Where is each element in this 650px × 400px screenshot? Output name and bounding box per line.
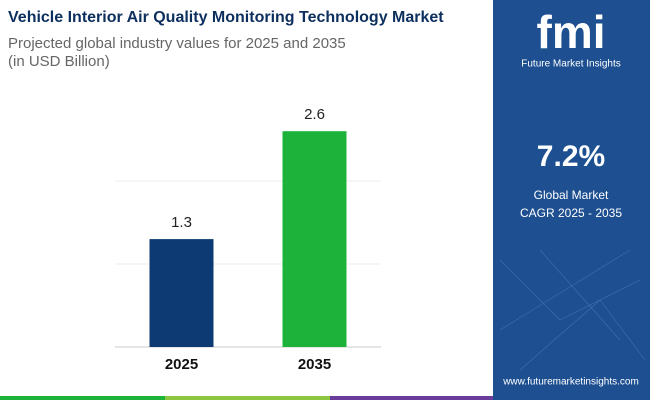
brand-name: Future Market Insights [521,59,620,70]
chart-subtitle: (in USD Billion) [8,53,110,70]
footer-strip [493,396,650,400]
website: www.futuremarketinsights.com [502,377,639,388]
x-tick-label: 2035 [298,356,331,373]
cagr-value: 7.2% [537,140,605,173]
footer-strip [165,396,330,400]
cagr-label: CAGR 2025 - 2035 [520,206,622,220]
chart-subtitle: Projected global industry values for 202… [8,35,346,52]
footer-strip [0,396,165,400]
footer-strip [330,396,493,400]
sidebar-panel [493,0,650,400]
cagr-label: Global Market [534,188,609,202]
bar [149,239,214,347]
value-label: 1.3 [171,214,192,231]
value-label: 2.6 [304,106,325,123]
logo: fmi [537,6,606,58]
network-decoration [499,249,646,371]
chart-title: Vehicle Interior Air Quality Monitoring … [8,9,444,26]
x-tick-label: 2025 [165,356,198,373]
bar [282,131,347,347]
